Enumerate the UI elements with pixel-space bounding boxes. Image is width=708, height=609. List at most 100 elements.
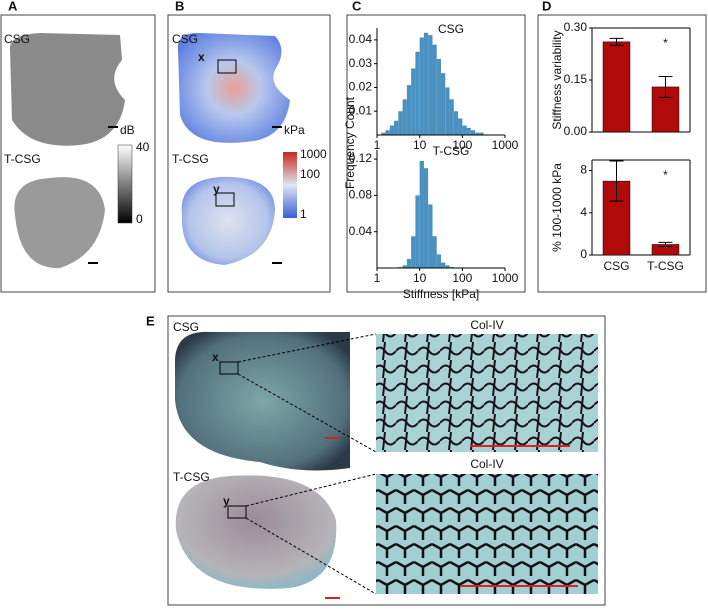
roi-box: [217, 59, 237, 74]
x-tick-label: CSG: [603, 259, 629, 273]
x-tick-label: 10: [413, 271, 427, 285]
histogram-bar: [411, 236, 416, 268]
histogram-bar: [415, 195, 420, 268]
x-axis-label: Stiffness [kPa]: [403, 287, 479, 301]
x-tick-label: 1: [374, 271, 381, 285]
stiffness-map: [181, 176, 275, 265]
roi-box: [219, 361, 239, 375]
histogram-bar: [449, 99, 454, 135]
panel-label: C: [352, 0, 362, 13]
histogram-bar: [470, 130, 476, 135]
image-label: CSG: [172, 32, 198, 46]
ultrasound-image: [14, 177, 106, 269]
ultrasound-image: [9, 33, 125, 146]
histogram-bar: [406, 85, 412, 135]
histogram-bar: [419, 37, 424, 136]
histogram-bar: [440, 73, 446, 135]
histogram-bar: [402, 99, 407, 135]
histogram-bar: [423, 168, 429, 268]
colorbar: [117, 144, 133, 224]
histogram-bar: [394, 120, 399, 135]
significance: *: [663, 36, 668, 50]
histogram-bar: [432, 44, 437, 136]
panel-frame: [167, 315, 606, 606]
x-tick-label: 10: [413, 138, 427, 152]
x-tick-label: 100: [452, 271, 472, 285]
panel-frame: [167, 14, 331, 293]
y-tick-label: 0: [580, 247, 587, 261]
panel-frame: [346, 14, 526, 293]
roi-label: y: [213, 182, 220, 196]
image-label: CSG: [173, 320, 199, 334]
significance: *: [663, 168, 668, 182]
roi-box: [215, 192, 235, 207]
y-tick-label: 4: [580, 205, 587, 219]
histogram-bar: [458, 118, 463, 135]
colorbar-tick-label: 1: [300, 207, 307, 221]
histogram-bar: [445, 87, 450, 135]
colorbar-tick-label: 0: [136, 212, 143, 226]
histogram-bar: [462, 125, 467, 135]
colorbar-tick-label: 100: [300, 167, 320, 181]
x-tick-label: T-CSG: [647, 259, 684, 273]
panel-frame: [537, 14, 707, 293]
histogram-bar: [423, 32, 429, 135]
image-label: T-CSG: [4, 152, 41, 166]
image-label: T-CSG: [172, 152, 209, 166]
y-tick-label: 0.04: [349, 224, 373, 238]
histogram-bar: [432, 236, 437, 268]
histogram-bar: [381, 132, 386, 135]
roi-label: x: [212, 350, 219, 364]
histogram-bar: [411, 68, 416, 135]
histogram-bar: [419, 160, 424, 268]
y-tick-label: 0.04: [349, 32, 373, 46]
bar: [602, 41, 631, 133]
colorbar-unit: kPa: [284, 123, 305, 137]
stain-label: Col-IV: [470, 318, 503, 332]
histogram-bar: [440, 262, 446, 268]
panel-label: B: [175, 0, 184, 13]
image-label: CSG: [4, 32, 30, 46]
y-tick-label: 0.08: [349, 188, 373, 202]
zoom-image: [376, 334, 598, 452]
y-tick-label: 0.00: [564, 124, 588, 138]
error-bar: [658, 241, 673, 248]
y-tick-label: 0.15: [564, 72, 588, 86]
histogram-bar: [436, 58, 441, 135]
zoom-connectors: [237, 333, 377, 595]
y-tick-label: 0.30: [564, 20, 588, 34]
histogram-bar: [389, 125, 395, 135]
histogram-bar: [453, 111, 459, 135]
chart-title: T-CSG: [433, 144, 470, 158]
roi-label: y: [223, 494, 230, 508]
histogram-bar: [466, 127, 471, 135]
histogram-bar: [428, 35, 433, 136]
histogram-bar: [406, 258, 412, 268]
panel-label: A: [8, 0, 18, 13]
y-tick-label: 8: [580, 163, 587, 177]
panel-label: D: [542, 0, 551, 13]
error-bar: [609, 37, 624, 46]
colorbar-tick-label: 40: [136, 140, 150, 154]
x-tick-label: 1: [374, 138, 381, 152]
stain-label: Col-IV: [470, 457, 503, 471]
roi-label: x: [198, 50, 205, 64]
x-tick-label: 100: [452, 138, 472, 152]
histogram-bar: [398, 111, 403, 135]
colorbar-unit: dB: [120, 123, 135, 137]
histogram-bar: [385, 130, 390, 135]
colorbar-tick-label: 1000: [300, 147, 327, 161]
y-axis-label: Frequency Count: [343, 96, 357, 189]
zoom-image: [376, 474, 598, 594]
histogram-bar: [475, 132, 480, 135]
y-axis-label: Stiffness variability: [550, 30, 564, 129]
histology-image: [175, 475, 337, 589]
error-bar: [609, 160, 624, 202]
panel-label: E: [146, 313, 155, 328]
y-tick-label: 0.03: [349, 56, 373, 70]
y-tick-label: 0.02: [349, 80, 373, 94]
image-label: T-CSG: [173, 470, 210, 484]
x-tick-label: 1000: [492, 138, 519, 152]
histogram-bar: [479, 132, 484, 135]
